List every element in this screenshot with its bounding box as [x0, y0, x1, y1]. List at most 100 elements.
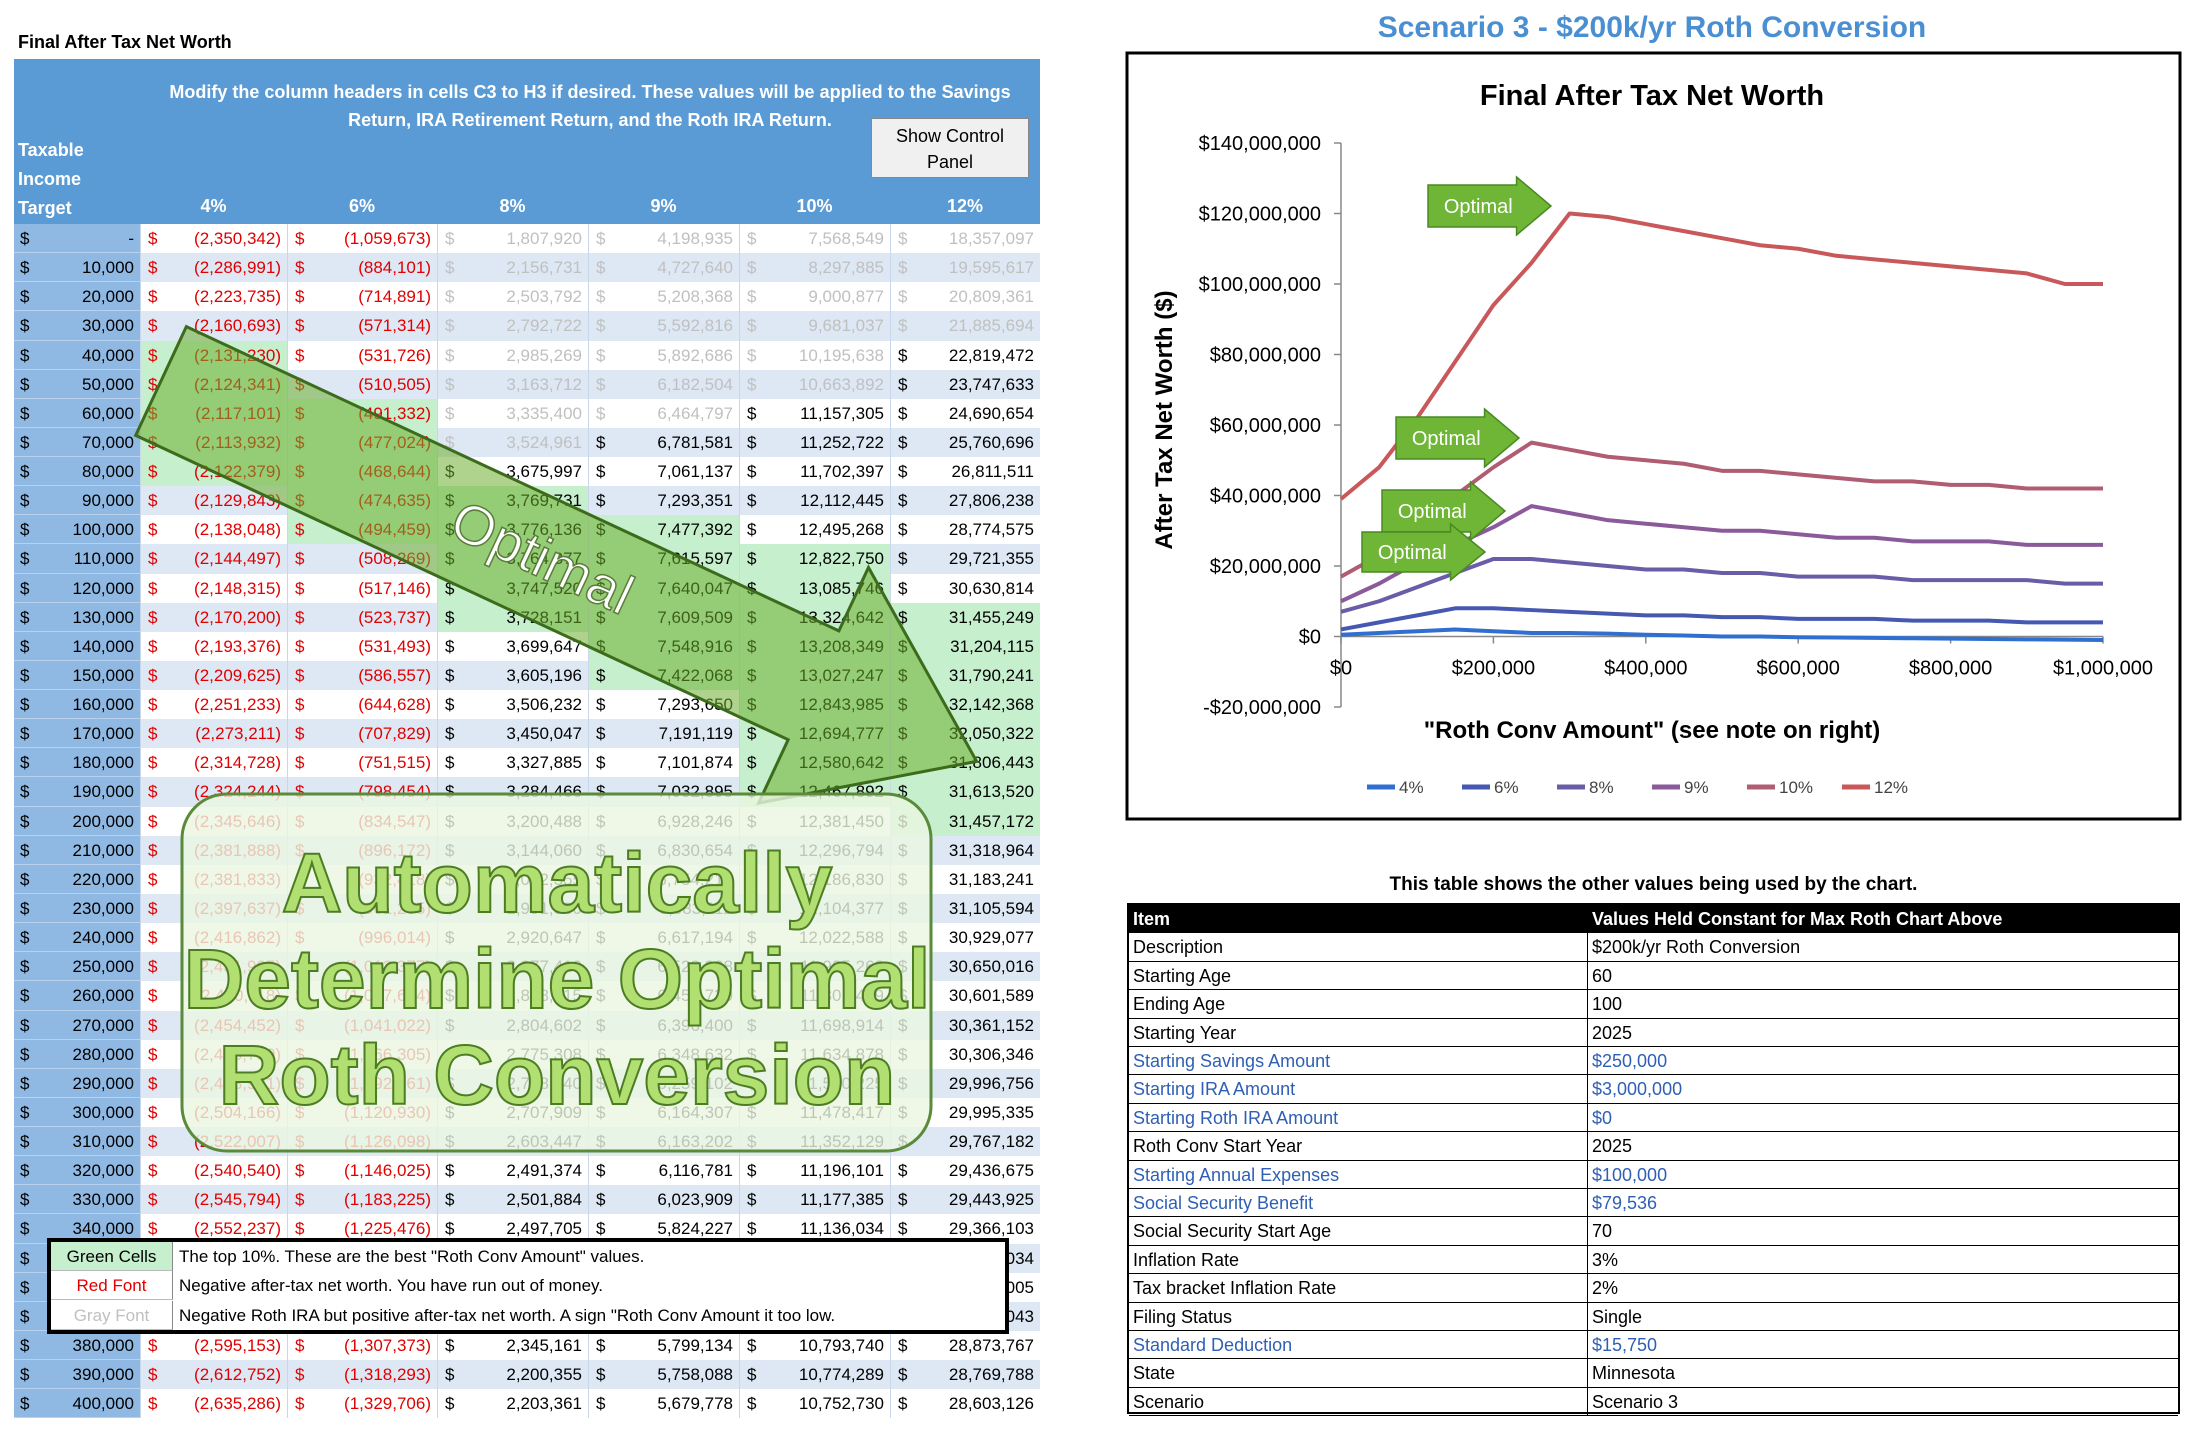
cell-bg [287, 253, 437, 283]
currency: $ [20, 549, 30, 569]
currency: $ [747, 986, 757, 1006]
net-worth-value: 2,775,308 [506, 1044, 582, 1064]
net-worth-value: 19,595,617 [948, 258, 1034, 278]
currency: $ [20, 316, 30, 336]
currency: $ [445, 1015, 455, 1035]
row-label-cell [14, 777, 140, 807]
net-worth-value: 6,163,202 [657, 1132, 733, 1152]
currency: $ [295, 316, 305, 336]
currency: $ [148, 549, 158, 569]
currency: $ [596, 1015, 606, 1035]
row-label-cell [14, 1360, 140, 1390]
income-target: 390,000 [72, 1365, 134, 1385]
net-worth-value: (523,737) [358, 607, 431, 627]
net-worth-value: (932,418) [358, 869, 431, 889]
net-worth-value: (1,329,706) [344, 1394, 431, 1414]
net-worth-value: 29,443,925 [948, 1190, 1034, 1210]
row-label-cell [14, 1010, 140, 1040]
currency: $ [295, 1219, 305, 1239]
net-worth-value: 6,928,246 [657, 811, 733, 831]
row-label-cell [14, 253, 140, 283]
net-worth-value: (1,041,022) [344, 1015, 431, 1035]
legend-key: Red Font [51, 1271, 173, 1301]
legend-label: 6% [1494, 778, 1519, 797]
currency: $ [445, 753, 455, 773]
net-worth-value: 2,920,647 [506, 928, 582, 948]
net-worth-value: 30,306,346 [948, 1044, 1034, 1064]
cell-bg [588, 253, 739, 283]
net-worth-value: (2,251,233) [194, 695, 281, 715]
currency: $ [20, 840, 30, 860]
y-tick-label: $60,000,000 [1210, 415, 1321, 437]
currency: $ [295, 1132, 305, 1152]
currency: $ [20, 491, 30, 511]
row-label-cell [14, 1097, 140, 1128]
currency: $ [445, 287, 455, 307]
currency: $ [295, 462, 305, 482]
currency: $ [898, 1219, 908, 1239]
net-worth-value: (996,014) [358, 928, 431, 948]
currency: $ [596, 374, 606, 394]
x-tick-label: $0 [1330, 658, 1352, 680]
currency: $ [747, 840, 757, 860]
net-worth-value: 1,807,920 [506, 229, 582, 248]
net-worth-value: 12,822,750 [798, 549, 884, 569]
net-worth-value: 3,675,997 [506, 462, 582, 482]
currency: $ [148, 1073, 158, 1093]
currency: $ [747, 549, 757, 569]
currency: $ [747, 753, 757, 773]
column-header: 9% [650, 196, 677, 216]
net-worth-value: (2,381,888) [194, 840, 281, 860]
income-target: 300,000 [72, 1102, 134, 1122]
currency: $ [747, 1219, 757, 1239]
currency: $ [148, 432, 158, 452]
legend-label: 9% [1684, 778, 1709, 797]
net-worth-value: 29,996,756 [948, 1073, 1034, 1093]
net-worth-value: 12,381,450 [798, 811, 884, 831]
currency: $ [20, 1365, 30, 1385]
net-worth-value: 6,523,908 [657, 957, 733, 977]
annotation-arrow [1361, 522, 1487, 582]
currency: $ [747, 258, 757, 278]
net-worth-value: (2,160,693) [194, 316, 281, 336]
currency: $ [295, 432, 305, 452]
net-worth-value: 2,877,410 [506, 957, 582, 977]
currency: $ [20, 287, 30, 307]
net-worth-value: 30,361,152 [948, 1015, 1034, 1035]
value-cell: $0 [1588, 1104, 2178, 1133]
currency: $ [596, 753, 606, 773]
net-worth-value: 5,799,134 [657, 1335, 733, 1355]
currency: $ [596, 549, 606, 569]
net-worth-value: 6,683,112 [658, 898, 733, 918]
row-label-cell [14, 864, 140, 894]
net-worth-value: 2,603,447 [506, 1132, 582, 1152]
net-worth-value: 2,804,602 [506, 1015, 582, 1035]
currency: $ [295, 665, 305, 685]
chart-frame [1125, 51, 2182, 821]
currency: $ [747, 1073, 757, 1093]
income-target: 190,000 [72, 782, 134, 802]
item-cell: Roth Conv Start Year [1129, 1132, 1588, 1161]
net-worth-value: 2,501,884 [506, 1190, 582, 1210]
currency: $ [445, 1219, 455, 1239]
control-panel-button[interactable]: Show Control Panel [871, 118, 1029, 178]
currency: $ [148, 229, 158, 248]
row-label-cell [14, 340, 140, 370]
net-worth-value: 27,806,238 [948, 491, 1034, 511]
currency: $ [20, 636, 30, 656]
net-worth-value: 29,767,182 [948, 1132, 1034, 1152]
net-worth-value: 3,764,377 [506, 549, 582, 569]
currency: $ [295, 607, 305, 627]
currency: $ [596, 1073, 606, 1093]
currency: $ [445, 549, 455, 569]
net-worth-value: 3,335,400 [506, 403, 582, 423]
currency: $ [20, 1073, 30, 1093]
annotation-label: Optimal [1378, 542, 1447, 564]
cell-bg [588, 282, 739, 312]
currency: $ [898, 1190, 908, 1210]
item-cell: Tax bracket Inflation Rate [1129, 1274, 1588, 1303]
legend-box: Green Cells The top 10%. These are the be… [47, 1238, 1009, 1334]
currency: $ [148, 258, 158, 278]
net-worth-value: 12,112,445 [800, 491, 884, 511]
net-worth-value: (2,595,153) [194, 1335, 281, 1355]
